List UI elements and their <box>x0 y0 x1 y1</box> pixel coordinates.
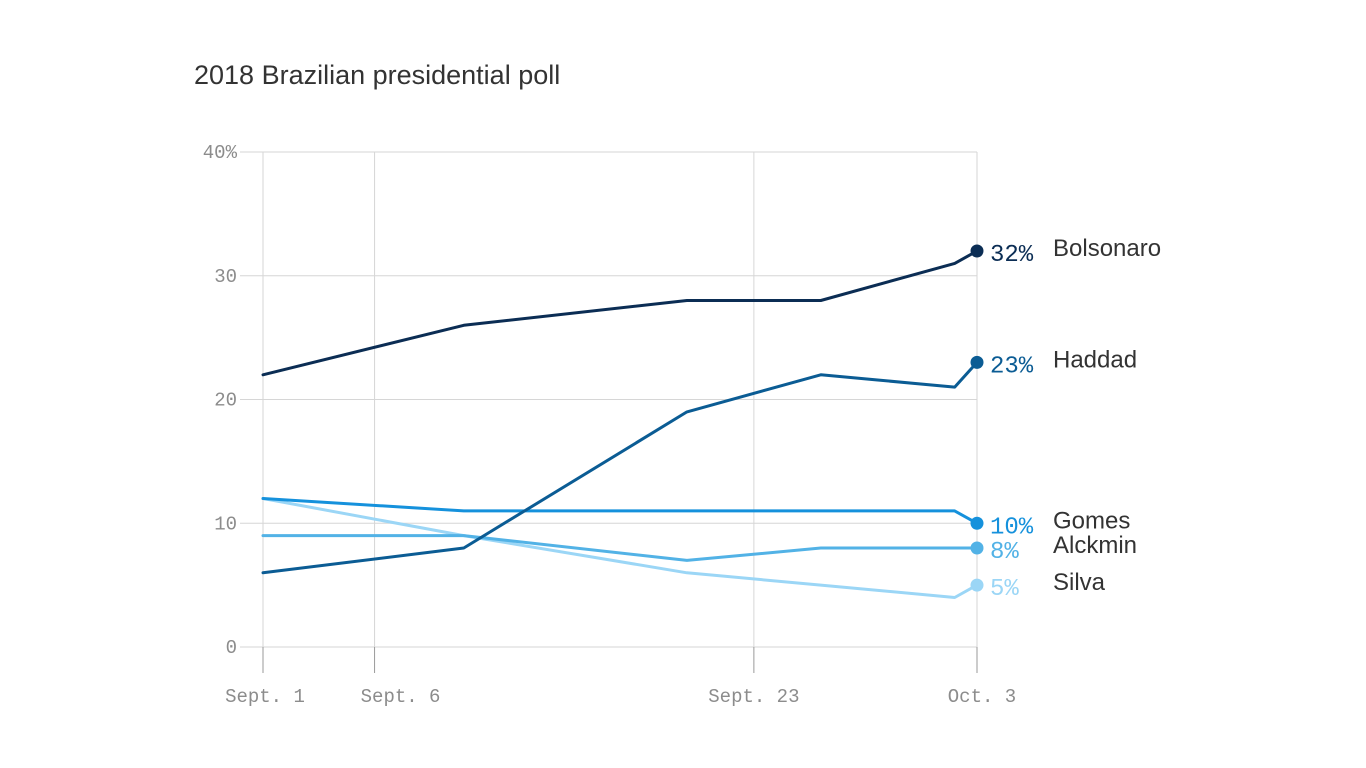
end-marker-haddad <box>970 355 984 369</box>
series-name-label: Bolsonaro <box>1053 235 1161 262</box>
y-tick-label: 40% <box>203 142 238 164</box>
series-line-silva <box>261 497 979 599</box>
end-value-label: 23% <box>990 353 1034 380</box>
x-tick-label: Oct. 3 <box>948 686 1016 708</box>
series-name-label: Haddad <box>1053 346 1137 373</box>
chart-title: 2018 Brazilian presidential poll <box>194 60 560 90</box>
y-tick-label: 0 <box>226 637 237 659</box>
grid <box>240 151 978 648</box>
x-tick-label: Sept. 23 <box>708 686 799 708</box>
y-tick-label: 30 <box>214 266 237 288</box>
end-marker-bolsonaro <box>970 244 984 258</box>
x-tick-label: Sept. 6 <box>361 686 441 708</box>
series-line-bolsonaro <box>261 249 979 377</box>
axes: 0 10 20 30 40% Sept. 1 Sept. 6 Sept. 23 Oct. 3 <box>203 142 1016 708</box>
end-value-label: 8% <box>990 539 1019 566</box>
end-marker-gomes <box>970 516 984 530</box>
series-name-label: Alckmin <box>1053 532 1137 559</box>
end-value-label: 10% <box>990 514 1034 541</box>
y-tick-label: 20 <box>214 390 237 412</box>
end-marker-alckmin <box>970 541 984 555</box>
series-line-haddad <box>261 360 979 575</box>
end-value-label: 32% <box>990 242 1034 269</box>
series-lines <box>261 249 979 599</box>
end-labels: 32% Bolsonaro 23% Haddad 10% Gomes 8% Alckmin 5%… <box>970 235 1161 603</box>
y-tick-label: 10 <box>214 513 237 535</box>
series-line-gomes <box>261 497 979 525</box>
series-line-alckmin <box>261 534 979 562</box>
x-tick-label: Sept. 1 <box>225 686 305 708</box>
series-name-label: Silva <box>1053 569 1106 596</box>
end-marker-silva <box>970 578 984 592</box>
end-value-label: 5% <box>990 576 1019 603</box>
series-name-label: Gomes <box>1053 507 1130 534</box>
